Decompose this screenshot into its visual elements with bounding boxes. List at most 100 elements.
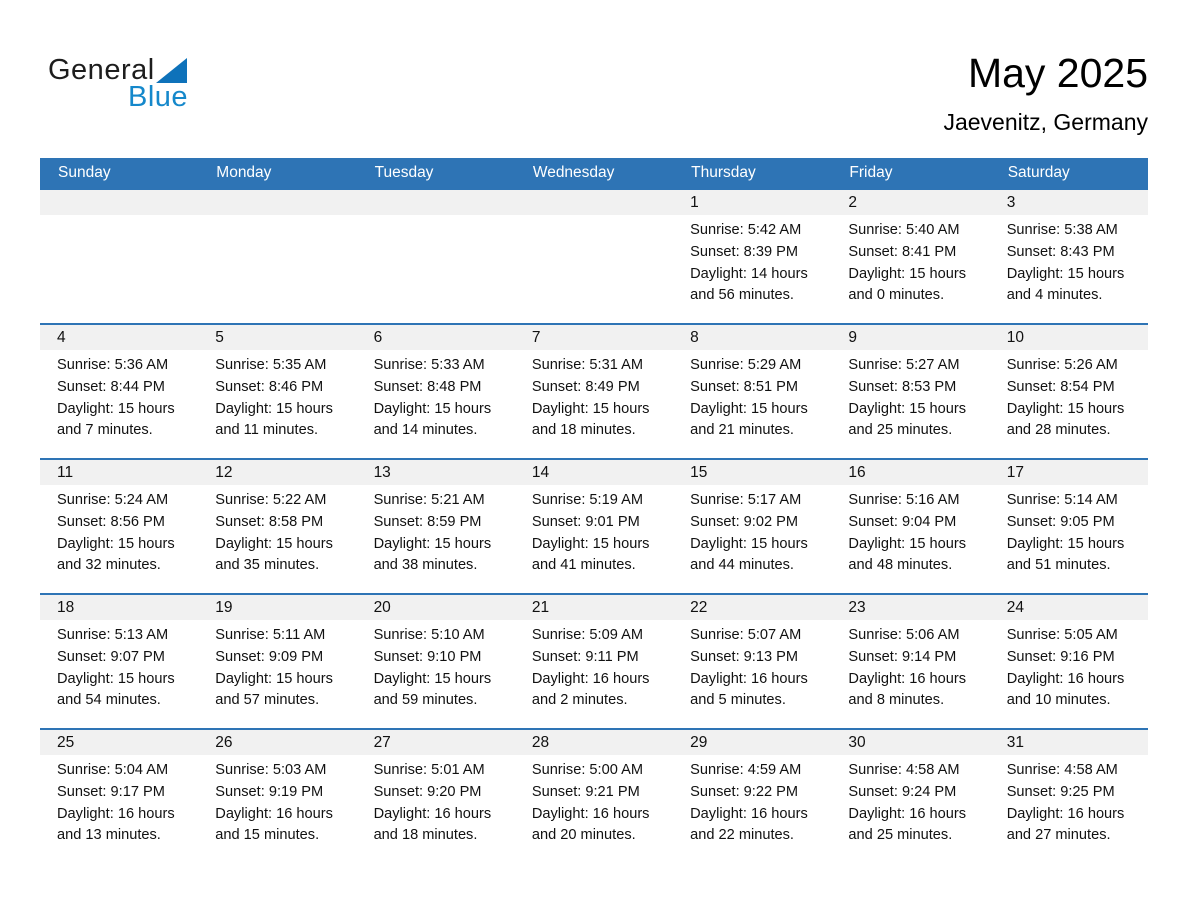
- daylight-line-1: Daylight: 15 hours: [531, 400, 650, 417]
- sunset-line: Sunset: 9:01 PM: [531, 513, 640, 530]
- sunset-line: Sunset: 9:14 PM: [848, 648, 957, 665]
- week-row: 25 Sunrise: 5:04 AM Sunset: 9:17 PM Dayligh…: [40, 728, 1148, 863]
- daylight-line-2: and 27 minutes.: [1006, 827, 1111, 844]
- daylight-line-1: Daylight: 15 hours: [1006, 400, 1125, 417]
- daylight-line-2: and 22 minutes.: [690, 827, 794, 844]
- day-details: Sunrise: 5:27 AM Sunset: 8:53 PM Daylight:…: [831, 350, 989, 442]
- day-details: Sunrise: 5:33 AM Sunset: 8:48 PM Daylight:…: [357, 350, 515, 442]
- sunset-line: Sunset: 8:43 PM: [1006, 243, 1115, 260]
- sunrise-line: Sunrise: 5:01 AM: [373, 762, 485, 778]
- daylight-line-1: Daylight: 16 hours: [531, 805, 650, 822]
- logo-text-blue: Blue: [128, 81, 189, 113]
- day-cell: 28 Sunrise: 5:00 AM Sunset: 9:21 PM Dayligh…: [514, 730, 674, 863]
- day-details: Sunrise: 5:22 AM Sunset: 8:58 PM Daylight:…: [198, 485, 356, 577]
- daylight-line-2: and 15 minutes.: [215, 827, 320, 844]
- sunset-line: Sunset: 8:59 PM: [373, 513, 482, 530]
- sunrise-line: Sunrise: 5:22 AM: [215, 492, 327, 508]
- day-details: Sunrise: 5:38 AM Sunset: 8:43 PM Daylight:…: [990, 215, 1148, 307]
- weekday-wednesday: Wednesday: [532, 164, 615, 181]
- location-subtitle: Jaevenitz, Germany: [943, 109, 1148, 136]
- sunset-line: Sunset: 9:20 PM: [373, 783, 482, 800]
- sunset-line: Sunset: 9:02 PM: [690, 513, 799, 530]
- sunset-line: Sunset: 8:49 PM: [531, 378, 640, 395]
- sunrise-line: Sunrise: 5:33 AM: [373, 357, 485, 373]
- daylight-line-1: Daylight: 15 hours: [57, 535, 175, 552]
- day-details: Sunrise: 5:04 AM Sunset: 9:17 PM Daylight:…: [40, 755, 198, 847]
- daylight-line-2: and 13 minutes.: [57, 827, 161, 844]
- daylight-line-1: Daylight: 15 hours: [848, 265, 967, 282]
- day-cell: 1 Sunrise: 5:42 AM Sunset: 8:39 PM Daylight…: [673, 190, 832, 323]
- day-cell: 26 Sunrise: 5:03 AM Sunset: 9:19 PM Dayligh…: [198, 730, 357, 863]
- sunrise-line: Sunrise: 5:00 AM: [531, 762, 643, 778]
- sunrise-line: Sunrise: 5:09 AM: [531, 627, 643, 643]
- logo-line-general: General: [48, 56, 188, 90]
- page-title: May 2025: [967, 50, 1148, 96]
- logo-text-general: General: [48, 54, 155, 86]
- daylight-line-1: Daylight: 15 hours: [215, 670, 333, 687]
- daylight-line-2: and 56 minutes.: [690, 287, 794, 304]
- day-number: [198, 190, 357, 215]
- logo-triangle-icon: [155, 56, 187, 90]
- day-cell: 14 Sunrise: 5:19 AM Sunset: 9:01 PM Dayligh…: [514, 460, 674, 593]
- day-cell: 6 Sunrise: 5:33 AM Sunset: 8:48 PM Daylight…: [356, 325, 515, 458]
- sunset-line: Sunset: 9:05 PM: [1006, 513, 1115, 530]
- day-details: Sunrise: 5:07 AM Sunset: 9:13 PM Daylight:…: [673, 620, 831, 712]
- day-details: Sunrise: 4:58 AM Sunset: 9:25 PM Daylight:…: [990, 755, 1148, 847]
- sunrise-line: Sunrise: 4:58 AM: [848, 762, 960, 778]
- day-details: Sunrise: 5:19 AM Sunset: 9:01 PM Daylight:…: [515, 485, 673, 577]
- sunrise-line: Sunrise: 5:13 AM: [57, 627, 169, 643]
- sunset-line: Sunset: 9:22 PM: [690, 783, 799, 800]
- sunset-line: Sunset: 8:48 PM: [373, 378, 482, 395]
- day-details: Sunrise: 5:10 AM Sunset: 9:10 PM Daylight:…: [357, 620, 515, 712]
- day-cell: 13 Sunrise: 5:21 AM Sunset: 8:59 PM Dayligh…: [356, 460, 515, 593]
- day-number: 4: [40, 325, 199, 350]
- day-details: Sunrise: 5:40 AM Sunset: 8:41 PM Daylight:…: [831, 215, 989, 307]
- daylight-line-1: Daylight: 16 hours: [373, 805, 492, 822]
- day-number: 5: [198, 325, 357, 350]
- day-number: 25: [40, 730, 199, 755]
- day-number: 21: [514, 595, 674, 620]
- sunrise-line: Sunrise: 5:16 AM: [848, 492, 960, 508]
- daylight-line-2: and 18 minutes.: [373, 827, 478, 844]
- day-number: 1: [673, 190, 832, 215]
- day-number: 19: [198, 595, 357, 620]
- day-number: 20: [356, 595, 515, 620]
- day-details: Sunrise: 5:13 AM Sunset: 9:07 PM Daylight:…: [40, 620, 198, 712]
- day-number: 30: [831, 730, 990, 755]
- daylight-line-2: and 25 minutes.: [848, 827, 953, 844]
- day-cell: 4 Sunrise: 5:36 AM Sunset: 8:44 PM Daylight…: [40, 325, 199, 458]
- day-cell: 30 Sunrise: 4:58 AM Sunset: 9:24 PM Dayligh…: [831, 730, 990, 863]
- sunrise-line: Sunrise: 5:05 AM: [1006, 627, 1118, 643]
- sunrise-line: Sunrise: 5:24 AM: [57, 492, 169, 508]
- sunset-line: Sunset: 8:39 PM: [690, 243, 799, 260]
- sunrise-line: Sunrise: 5:10 AM: [373, 627, 485, 643]
- sunset-line: Sunset: 9:25 PM: [1006, 783, 1115, 800]
- sunrise-line: Sunrise: 5:42 AM: [690, 222, 802, 238]
- daylight-line-2: and 41 minutes.: [531, 557, 636, 574]
- daylight-line-2: and 0 minutes.: [848, 287, 945, 304]
- day-number: 22: [673, 595, 832, 620]
- day-cell: 25 Sunrise: 5:04 AM Sunset: 9:17 PM Dayligh…: [40, 730, 199, 863]
- sunrise-line: Sunrise: 4:58 AM: [1006, 762, 1118, 778]
- daylight-line-2: and 54 minutes.: [57, 692, 161, 709]
- sunset-line: Sunset: 9:11 PM: [531, 648, 639, 665]
- daylight-line-2: and 4 minutes.: [1006, 287, 1103, 304]
- daylight-line-1: Daylight: 16 hours: [1006, 805, 1125, 822]
- day-details: Sunrise: 5:11 AM Sunset: 9:09 PM Daylight:…: [198, 620, 356, 712]
- calendar-weeks: 1 Sunrise: 5:42 AM Sunset: 8:39 PM Daylight…: [40, 188, 1148, 863]
- daylight-line-2: and 2 minutes.: [531, 692, 628, 709]
- weekday-header-row: Sunday Monday Tuesday Wednesday Thursday…: [40, 158, 1148, 188]
- week-row: 18 Sunrise: 5:13 AM Sunset: 9:07 PM Dayligh…: [40, 593, 1148, 728]
- day-cell: 31 Sunrise: 4:58 AM Sunset: 9:25 PM Dayligh…: [989, 730, 1148, 863]
- sunset-line: Sunset: 8:56 PM: [57, 513, 165, 530]
- sunset-line: Sunset: 8:44 PM: [57, 378, 165, 395]
- day-number: 29: [673, 730, 832, 755]
- calendar: Sunday Monday Tuesday Wednesday Thursday…: [40, 158, 1148, 863]
- weekday-thursday: Thursday: [691, 164, 756, 181]
- daylight-line-1: Daylight: 15 hours: [848, 535, 967, 552]
- day-number: 9: [831, 325, 990, 350]
- day-number: 2: [831, 190, 990, 215]
- week-row: 11 Sunrise: 5:24 AM Sunset: 8:56 PM Dayligh…: [40, 458, 1148, 593]
- daylight-line-2: and 5 minutes.: [690, 692, 786, 709]
